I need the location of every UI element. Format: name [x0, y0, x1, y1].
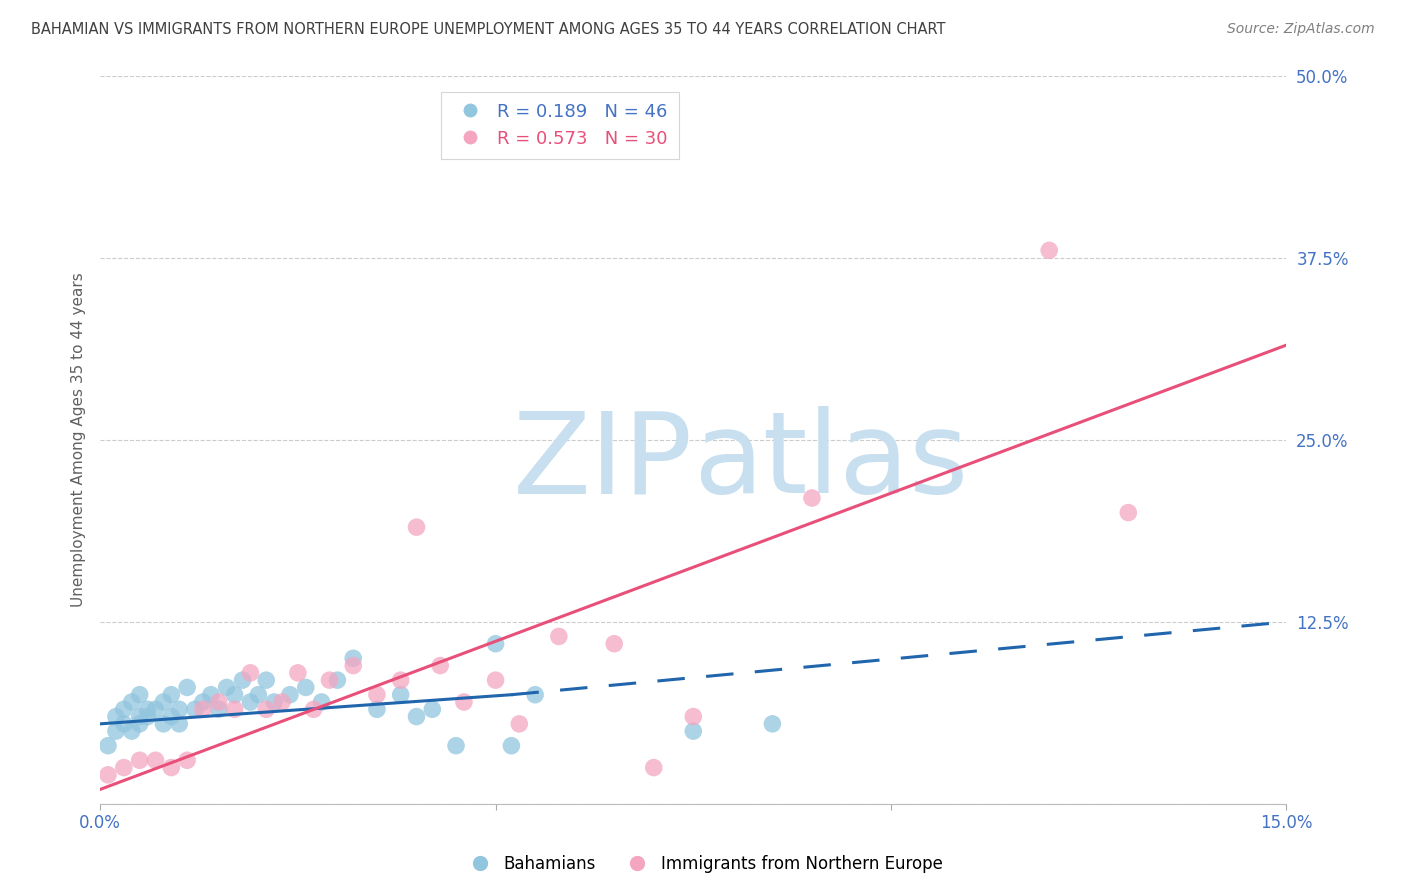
- Point: [389, 688, 412, 702]
- Point: [254, 673, 277, 687]
- Point: [508, 716, 530, 731]
- Point: [128, 688, 150, 702]
- Point: [112, 760, 135, 774]
- Point: [167, 716, 190, 731]
- Point: [366, 702, 388, 716]
- Point: [603, 637, 626, 651]
- Point: [429, 658, 451, 673]
- Point: [112, 702, 135, 716]
- Point: [302, 702, 325, 716]
- Point: [318, 673, 340, 687]
- Point: [104, 709, 127, 723]
- Point: [453, 695, 475, 709]
- Point: [208, 702, 231, 716]
- Point: [121, 695, 143, 709]
- Point: [160, 760, 183, 774]
- Point: [97, 739, 120, 753]
- Point: [682, 724, 704, 739]
- Point: [547, 629, 569, 643]
- Text: ZIP: ZIP: [513, 406, 693, 517]
- Point: [800, 491, 823, 505]
- Point: [1116, 506, 1139, 520]
- Point: [682, 709, 704, 723]
- Point: [121, 724, 143, 739]
- Point: [420, 702, 443, 716]
- Point: [136, 709, 159, 723]
- Point: [224, 702, 246, 716]
- Text: BAHAMIAN VS IMMIGRANTS FROM NORTHERN EUROPE UNEMPLOYMENT AMONG AGES 35 TO 44 YEA: BAHAMIAN VS IMMIGRANTS FROM NORTHERN EUR…: [31, 22, 945, 37]
- Point: [389, 673, 412, 687]
- Point: [271, 695, 294, 709]
- Legend: R = 0.189   N = 46, R = 0.573   N = 30: R = 0.189 N = 46, R = 0.573 N = 30: [441, 92, 679, 159]
- Point: [326, 673, 349, 687]
- Point: [160, 709, 183, 723]
- Point: [239, 695, 262, 709]
- Point: [311, 695, 333, 709]
- Point: [761, 716, 783, 731]
- Point: [136, 702, 159, 716]
- Point: [176, 681, 198, 695]
- Point: [1038, 244, 1060, 258]
- Text: atlas: atlas: [693, 406, 969, 517]
- Point: [128, 753, 150, 767]
- Point: [342, 658, 364, 673]
- Point: [112, 716, 135, 731]
- Point: [208, 695, 231, 709]
- Point: [167, 702, 190, 716]
- Text: Source: ZipAtlas.com: Source: ZipAtlas.com: [1227, 22, 1375, 37]
- Point: [263, 695, 285, 709]
- Point: [366, 688, 388, 702]
- Point: [128, 716, 150, 731]
- Y-axis label: Unemployment Among Ages 35 to 44 years: Unemployment Among Ages 35 to 44 years: [72, 272, 86, 607]
- Point: [278, 688, 301, 702]
- Point: [294, 681, 316, 695]
- Point: [239, 665, 262, 680]
- Point: [145, 702, 167, 716]
- Point: [484, 637, 506, 651]
- Point: [152, 716, 174, 731]
- Point: [247, 688, 270, 702]
- Point: [184, 702, 207, 716]
- Point: [104, 724, 127, 739]
- Point: [160, 688, 183, 702]
- Point: [224, 688, 246, 702]
- Point: [287, 665, 309, 680]
- Point: [191, 702, 214, 716]
- Point: [191, 695, 214, 709]
- Legend: Bahamians, Immigrants from Northern Europe: Bahamians, Immigrants from Northern Euro…: [457, 848, 949, 880]
- Point: [231, 673, 253, 687]
- Point: [524, 688, 547, 702]
- Point: [176, 753, 198, 767]
- Point: [145, 753, 167, 767]
- Point: [215, 681, 238, 695]
- Point: [643, 760, 665, 774]
- Point: [128, 709, 150, 723]
- Point: [405, 520, 427, 534]
- Point: [444, 739, 467, 753]
- Point: [501, 739, 523, 753]
- Point: [254, 702, 277, 716]
- Point: [405, 709, 427, 723]
- Point: [484, 673, 506, 687]
- Point: [342, 651, 364, 665]
- Point: [97, 768, 120, 782]
- Point: [152, 695, 174, 709]
- Point: [200, 688, 222, 702]
